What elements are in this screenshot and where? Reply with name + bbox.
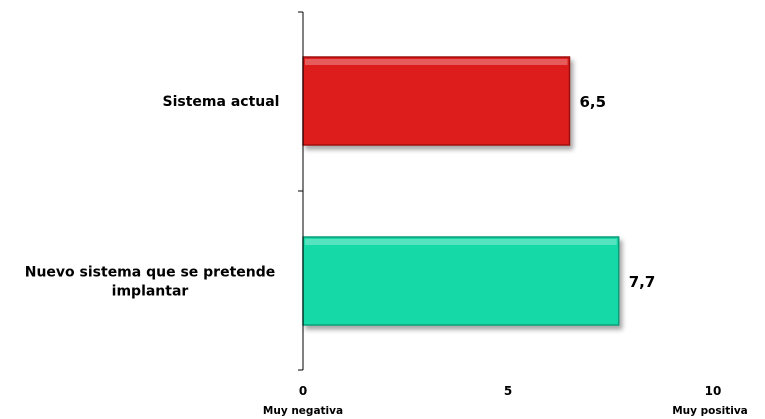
bar-1 — [302, 236, 620, 326]
category-label-line: Nuevo sistema que se pretende — [25, 265, 276, 281]
value-label-0: 6,5 — [580, 93, 607, 111]
bar-0 — [302, 56, 571, 146]
bar-highlight-0 — [305, 59, 568, 65]
x-end-label-min: Muy negativa — [263, 405, 343, 417]
x-tick-label-0: 0 — [299, 384, 307, 398]
x-tick-label-1: 5 — [504, 384, 512, 398]
bar-highlight-1 — [305, 239, 617, 245]
x-tick-label-2: 10 — [705, 384, 722, 398]
category-label-line: Sistema actual — [163, 94, 280, 110]
category-label-line: implantar — [112, 284, 189, 300]
category-label-0: Sistema actual — [163, 94, 280, 110]
x-end-label-max: Muy positiva — [672, 405, 748, 417]
value-label-1: 7,7 — [629, 273, 656, 291]
category-label-1: Nuevo sistema que se pretende implantar — [25, 265, 276, 300]
